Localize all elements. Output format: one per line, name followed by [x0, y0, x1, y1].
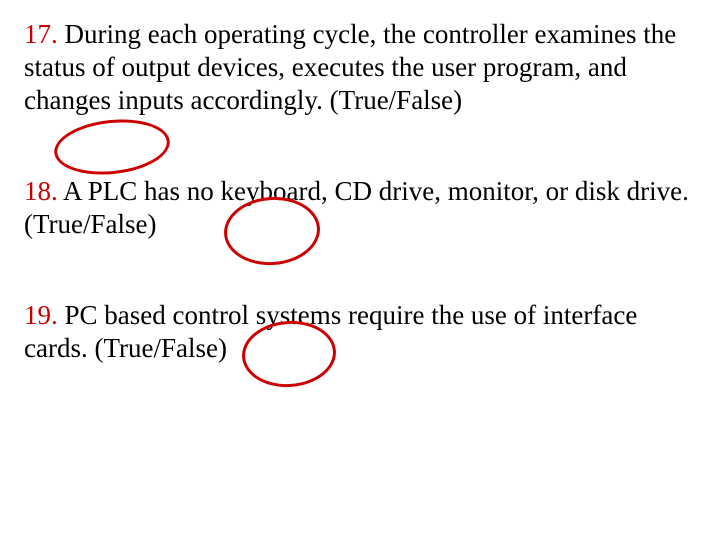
- question-number: 18.: [24, 176, 58, 206]
- question-text: A PLC has no keyboard, CD drive, monitor…: [24, 176, 689, 239]
- question-18: 18. A PLC has no keyboard, CD drive, mon…: [24, 175, 696, 241]
- answer-circle-icon: [51, 114, 172, 180]
- question-number: 19.: [24, 300, 58, 330]
- question-19: 19. PC based control systems require the…: [24, 299, 696, 365]
- question-text: During each operating cycle, the control…: [24, 19, 676, 115]
- page: 17. During each operating cycle, the con…: [0, 0, 720, 540]
- question-text: PC based control systems require the use…: [24, 300, 637, 363]
- question-number: 17.: [24, 19, 58, 49]
- question-17: 17. During each operating cycle, the con…: [24, 18, 696, 117]
